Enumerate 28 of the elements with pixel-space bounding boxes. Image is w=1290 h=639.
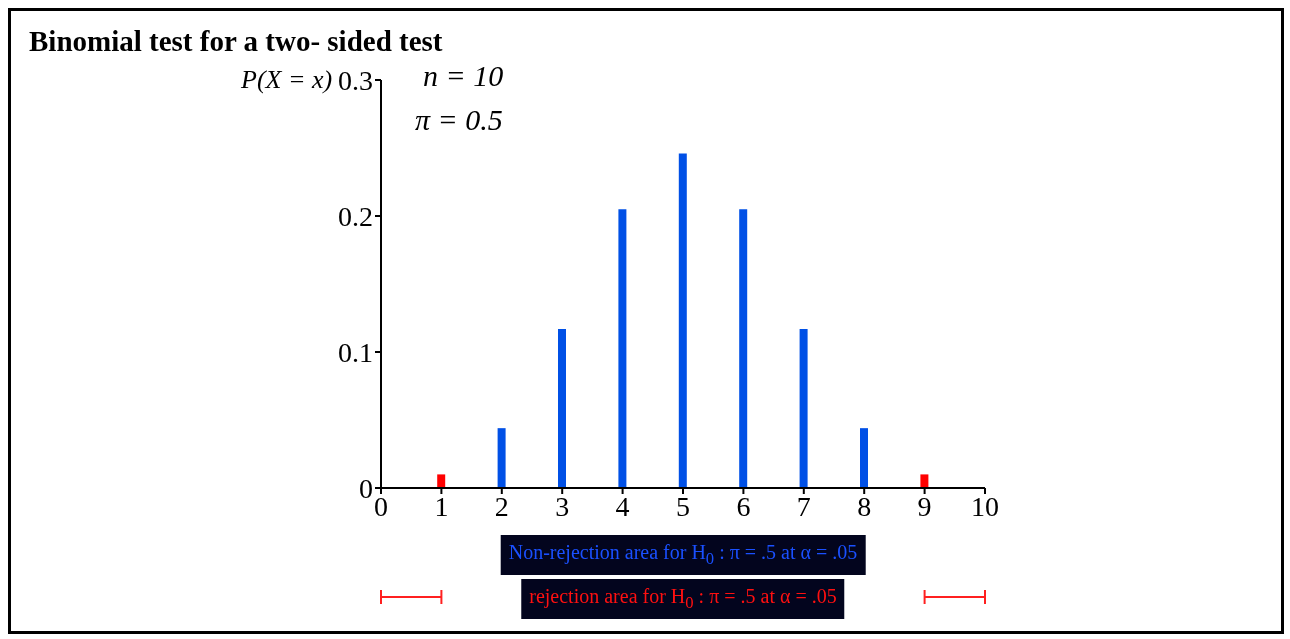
bar xyxy=(558,328,566,488)
bar xyxy=(739,209,748,488)
bar xyxy=(437,474,446,488)
x-tick-label: 2 xyxy=(494,490,509,522)
x-tick-label: 4 xyxy=(615,490,630,522)
y-axis-title: P(X = x) xyxy=(241,65,333,95)
text: Non-rejection area for H$_{0}$ : π = .5 at α = .05 xyxy=(500,535,866,575)
x-tick-label: 5 xyxy=(676,490,690,522)
text: rejection area for H$_{0}$ : π = .5 at α = .05 xyxy=(521,579,845,619)
y-tick-label: 0.2 xyxy=(338,200,373,232)
x-tick-label: 9 xyxy=(917,490,932,522)
x-tick-label: 10 xyxy=(971,490,999,522)
bar xyxy=(618,209,627,488)
bar xyxy=(920,474,929,488)
annotation: π = 0.5 xyxy=(415,103,503,137)
bar xyxy=(497,428,506,488)
x-tick-label: 6 xyxy=(736,490,751,522)
x-tick-label: 1 xyxy=(434,490,449,522)
bar xyxy=(860,428,868,488)
annotation: n = 10 xyxy=(423,59,504,93)
x-tick-label: 3 xyxy=(555,490,570,522)
x-tick-label: 8 xyxy=(857,490,872,522)
bar xyxy=(799,328,808,488)
chart-title: Binomial test for a two- sided test xyxy=(29,25,443,58)
y-tick-label: 0.3 xyxy=(338,64,373,96)
bar xyxy=(678,153,687,488)
x-tick-label: 7 xyxy=(796,490,811,522)
y-tick-label: 0.1 xyxy=(338,336,373,368)
